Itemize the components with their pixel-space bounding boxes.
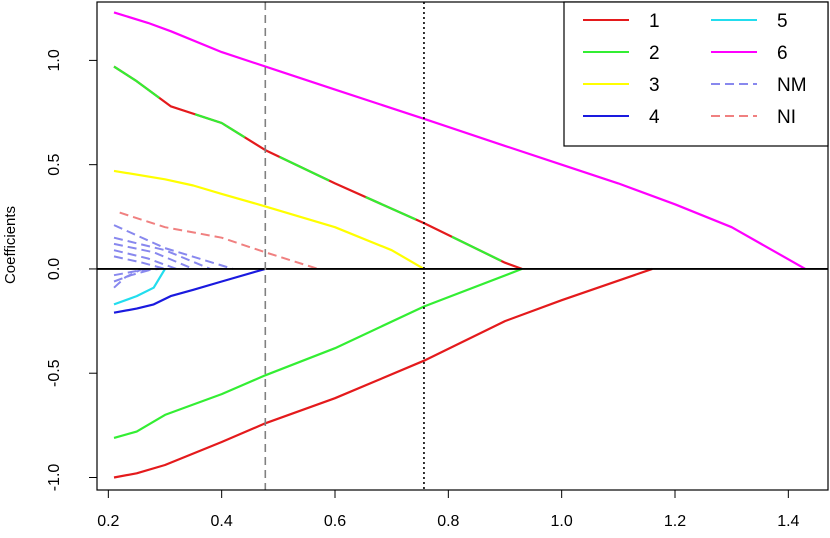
legend-label-ni: NI: [777, 107, 796, 128]
y-tick-label: 0.5: [46, 153, 63, 175]
series-line-5: [113, 267, 653, 479]
legend-label-3: 3: [649, 75, 660, 96]
x-tick-label: 1.0: [551, 513, 573, 530]
series-line-9: [119, 211, 319, 270]
series-line-17: [113, 268, 143, 289]
legend-label-5: 5: [777, 11, 788, 32]
x-tick-label: 0.2: [97, 513, 119, 530]
x-tick-label: 1.2: [664, 513, 686, 530]
plot-frame: [96, 1, 829, 491]
x-tick-label: 0.6: [324, 513, 346, 530]
legend-label-6: 6: [777, 43, 788, 64]
y-tick-label: -1.0: [46, 464, 63, 492]
reference-lines: [97, 2, 828, 490]
series-line-3: [113, 65, 523, 270]
series-line-7: [113, 267, 266, 314]
series-line-11: [113, 236, 211, 270]
legend-label-1: 1: [649, 11, 660, 32]
x-tick-label: 1.4: [777, 513, 799, 530]
series-line-10: [113, 224, 234, 270]
y-tick-label: 0.0: [46, 258, 63, 280]
series-line-14: [113, 255, 166, 270]
y-axis-title: Coefficients: [2, 206, 19, 284]
y-axis: -1.0 -0.5 0.0 0.5 1.0: [46, 49, 97, 491]
series-layer: [113, 11, 806, 479]
series-line-6: [113, 169, 425, 270]
x-axis: 0.2 0.4 0.6 0.8 1.0 1.2 1.4: [97, 490, 800, 530]
series-line-8: [113, 268, 166, 306]
series-line-2: [113, 65, 523, 270]
legend: 1 2 3 4 5 6 NM NI: [563, 1, 829, 147]
x-tick-label: 0.8: [437, 513, 459, 530]
legend-label-2: 2: [649, 43, 660, 64]
series-line-13: [113, 249, 177, 270]
legend-box: [563, 1, 829, 147]
y-tick-label: -0.5: [46, 359, 63, 387]
series-line-4: [113, 267, 523, 439]
legend-label-nm: NM: [777, 75, 807, 96]
y-tick-label: 1.0: [46, 49, 63, 71]
series-line-15: [113, 267, 160, 277]
legend-label-4: 4: [649, 107, 660, 128]
x-tick-label: 0.4: [211, 513, 233, 530]
